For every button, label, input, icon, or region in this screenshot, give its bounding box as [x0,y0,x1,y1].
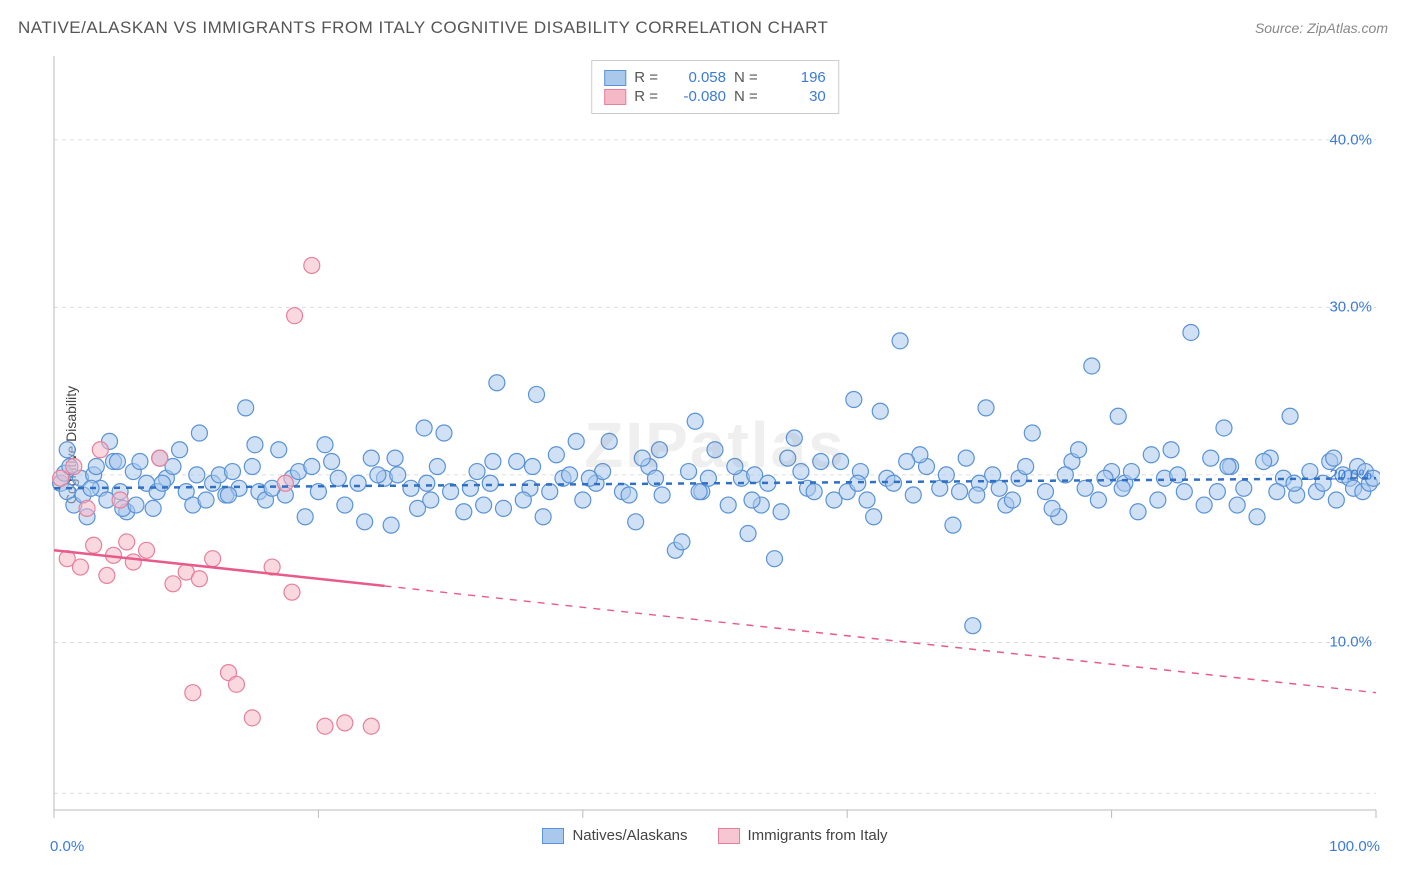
n-label: N = [734,88,758,105]
scatter-plot [50,50,1380,840]
n-label: N = [734,69,758,86]
legend-item: Natives/Alaskans [542,827,687,844]
source-attribution: Source: ZipAtlas.com [1255,20,1388,36]
r-label: R = [634,88,658,105]
chart-container: Cognitive Disability ZIPatlas R =0.058N … [50,50,1380,840]
y-tick-label: 10.0% [1329,634,1372,651]
legend-swatch [718,828,740,844]
n-value: 196 [766,69,826,86]
legend-label: Natives/Alaskans [572,827,687,844]
legend-swatch [542,828,564,844]
legend-item: Immigrants from Italy [718,827,888,844]
stats-legend-row: R = -0.080 N = 30 [604,88,826,105]
legend-swatch [604,89,626,105]
r-value: -0.080 [666,88,726,105]
legend-label: Immigrants from Italy [748,827,888,844]
y-tick-label: 30.0% [1329,299,1372,316]
stats-legend: R = 0.058 N = 196 R = -0.080 N = 30 [591,60,839,114]
stats-legend-row: R = 0.058 N = 196 [604,69,826,86]
legend-swatch [604,70,626,86]
y-tick-label: 40.0% [1329,131,1372,148]
y-tick-label: 20.0% [1329,466,1372,483]
series-legend: Natives/Alaskans Immigrants from Italy [50,827,1380,844]
r-value: 0.058 [666,69,726,86]
r-label: R = [634,69,658,86]
n-value: 30 [766,88,826,105]
chart-title: NATIVE/ALASKAN VS IMMIGRANTS FROM ITALY … [18,18,828,38]
